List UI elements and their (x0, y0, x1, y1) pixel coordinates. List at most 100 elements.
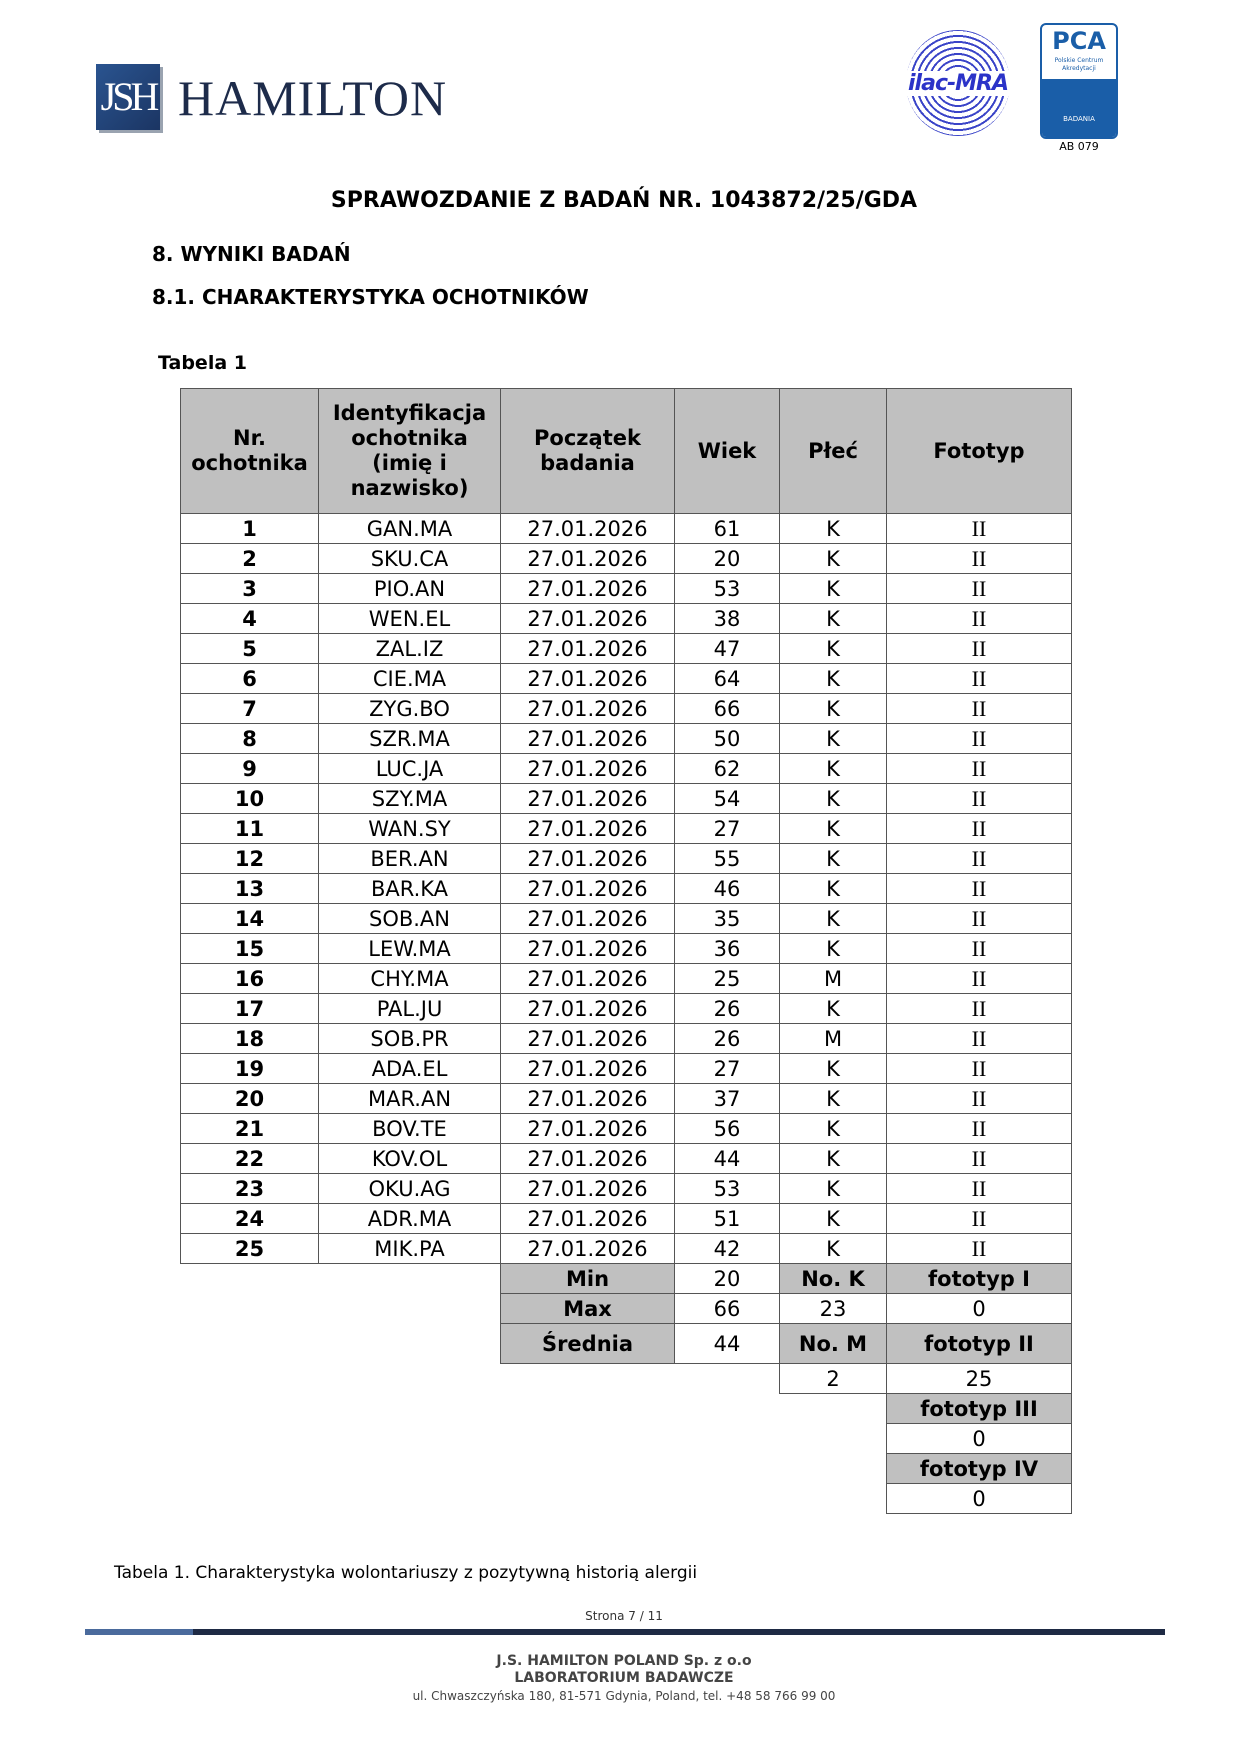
report-title: SPRAWOZDANIE Z BADAŃ NR. 1043872/25/GDA (330, 188, 918, 213)
subsection-heading: 8.1. CHARAKTERYSTYKA OCHOTNIKÓW (152, 285, 589, 309)
start-date: 27.01.2026 (500, 903, 675, 934)
sex: K (779, 603, 887, 634)
table-row: 19 ADA.EL 27.01.2026 27 K II (180, 1053, 1072, 1084)
age: 61 (674, 513, 780, 544)
volunteer-id: LEW.MA (318, 933, 501, 964)
table-row: 21 BOV.TE 27.01.2026 56 K II (180, 1113, 1072, 1144)
age: 53 (674, 573, 780, 604)
start-date: 27.01.2026 (500, 603, 675, 634)
age: 47 (674, 633, 780, 664)
ilac-mra-label: ilac-MRA (906, 70, 1010, 96)
volunteer-number: 15 (180, 933, 319, 964)
sex: K (779, 723, 887, 754)
volunteer-id: ZAL.IZ (318, 633, 501, 664)
summary-row-8: 0 (181, 1483, 1072, 1514)
start-date: 27.01.2026 (500, 1083, 675, 1114)
age: 27 (674, 813, 780, 844)
volunteer-number: 21 (180, 1113, 319, 1144)
age: 35 (674, 903, 780, 934)
footer-company: J.S. HAMILTON POLAND Sp. z o.o (496, 1653, 752, 1669)
volunteer-number: 6 (180, 663, 319, 694)
table-row: 5 ZAL.IZ 27.01.2026 47 K II (180, 633, 1072, 664)
fototyp: II (886, 1233, 1072, 1264)
age: 26 (674, 993, 780, 1024)
table-row: 12 BER.AN 27.01.2026 55 K II (180, 843, 1072, 874)
table-row: 8 SZR.MA 27.01.2026 50 K II (180, 723, 1072, 754)
volunteer-id: WAN.SY (318, 813, 501, 844)
start-date: 27.01.2026 (500, 1173, 675, 1204)
start-date: 27.01.2026 (500, 1053, 675, 1084)
fototyp: II (886, 1113, 1072, 1144)
page-number: Strona 7 / 11 (585, 1609, 663, 1623)
table-caption: Tabela 1. Charakterystyka wolontariuszy … (114, 1563, 698, 1583)
fototyp: II (886, 933, 1072, 964)
fototyp: II (886, 993, 1072, 1024)
volunteer-number: 16 (180, 963, 319, 994)
fototyp: II (886, 963, 1072, 994)
fototyp: II (886, 783, 1072, 814)
fototyp: II (886, 1023, 1072, 1054)
section-heading: 8. WYNIKI BADAŃ (152, 242, 351, 266)
max-label: Max (500, 1293, 675, 1324)
sex: M (779, 1023, 887, 1054)
sex: K (779, 843, 887, 874)
start-date: 27.01.2026 (500, 753, 675, 784)
fototyp: II (886, 1203, 1072, 1234)
volunteer-number: 4 (180, 603, 319, 634)
sex: K (779, 1143, 887, 1174)
count-k-label: No. K (779, 1263, 887, 1294)
header-age: Wiek (674, 388, 780, 514)
volunteer-id: PIO.AN (318, 573, 501, 604)
table-row: 4 WEN.EL 27.01.2026 38 K II (180, 603, 1072, 634)
sex: K (779, 903, 887, 934)
age: 20 (674, 543, 780, 574)
volunteer-id: BAR.KA (318, 873, 501, 904)
header-nr: Nr. ochotnika (180, 388, 319, 514)
fototyp-3-value: 0 (886, 1423, 1072, 1454)
start-date: 27.01.2026 (500, 993, 675, 1024)
volunteer-id: CHY.MA (318, 963, 501, 994)
volunteer-id: BER.AN (318, 843, 501, 874)
volunteer-id: ZYG.BO (318, 693, 501, 724)
summary-row-avg: Średnia 44 No. M fototyp II (181, 1323, 1072, 1364)
volunteer-id: KOV.OL (318, 1143, 501, 1174)
volunteer-id: CIE.MA (318, 663, 501, 694)
start-date: 27.01.2026 (500, 723, 675, 754)
sex: K (779, 753, 887, 784)
footer-address: ul. Chwaszczyńska 180, 81-571 Gdynia, Po… (412, 1689, 836, 1703)
table-row: 7 ZYG.BO 27.01.2026 66 K II (180, 693, 1072, 724)
pca-sub: Polskie Centrum Akredytacji (1054, 57, 1104, 72)
volunteer-id: SOB.AN (318, 903, 501, 934)
fototyp-3-label: fototyp III (886, 1393, 1072, 1424)
age: 50 (674, 723, 780, 754)
start-date: 27.01.2026 (500, 933, 675, 964)
sex: K (779, 573, 887, 604)
age: 55 (674, 843, 780, 874)
table-row: 6 CIE.MA 27.01.2026 64 K II (180, 663, 1072, 694)
pca-label: PCA (1052, 27, 1106, 55)
count-m-value: 2 (779, 1363, 887, 1394)
age: 25 (674, 963, 780, 994)
sex: K (779, 1233, 887, 1264)
volunteer-number: 20 (180, 1083, 319, 1114)
start-date: 27.01.2026 (500, 573, 675, 604)
fototyp: II (886, 903, 1072, 934)
volunteer-id: SZY.MA (318, 783, 501, 814)
volunteer-number: 12 (180, 843, 319, 874)
fototyp-4-label: fototyp IV (886, 1453, 1072, 1484)
age: 62 (674, 753, 780, 784)
fototyp-1-value: 0 (886, 1293, 1072, 1324)
table-row: 11 WAN.SY 27.01.2026 27 K II (180, 813, 1072, 844)
table-row: 16 CHY.MA 27.01.2026 25 M II (180, 963, 1072, 994)
summary-row-7: fototyp IV (181, 1453, 1072, 1484)
sex: K (779, 783, 887, 814)
age: 44 (674, 1143, 780, 1174)
volunteer-id: SKU.CA (318, 543, 501, 574)
volunteer-number: 3 (180, 573, 319, 604)
start-date: 27.01.2026 (500, 663, 675, 694)
start-date: 27.01.2026 (500, 963, 675, 994)
fototyp: II (886, 513, 1072, 544)
count-k-value: 23 (779, 1293, 887, 1324)
start-date: 27.01.2026 (500, 1113, 675, 1144)
header-start: Początek badania (500, 388, 675, 514)
